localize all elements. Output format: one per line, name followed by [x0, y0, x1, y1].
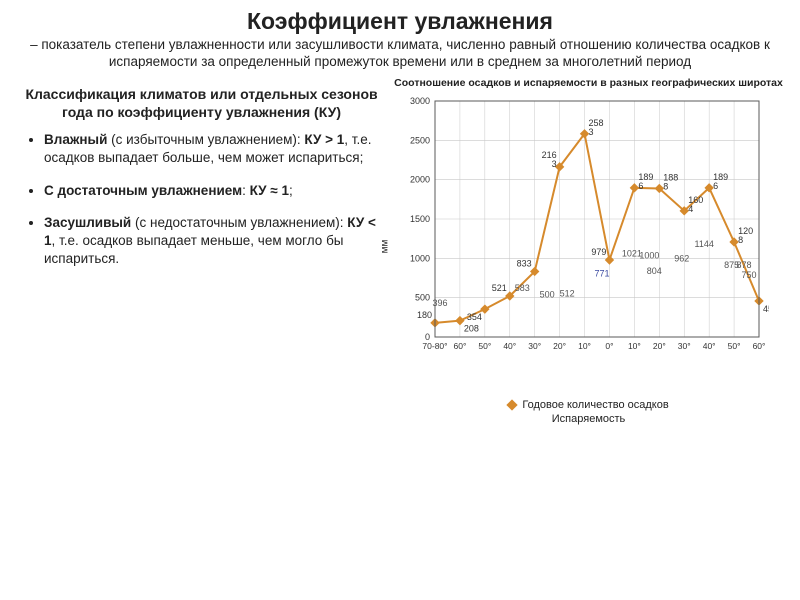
content-columns: Классификация климатов или отдельных сез… — [0, 73, 800, 426]
svg-text:50°: 50° — [728, 341, 741, 351]
svg-text:962: 962 — [674, 254, 689, 264]
svg-text:20°: 20° — [553, 341, 566, 351]
svg-text:3000: 3000 — [410, 96, 430, 106]
chart-legend: Испаряемость — [389, 413, 788, 425]
svg-text:30°: 30° — [528, 341, 541, 351]
svg-text:6: 6 — [713, 181, 718, 191]
svg-text:1000: 1000 — [639, 251, 659, 261]
svg-text:1500: 1500 — [410, 214, 430, 224]
svg-text:3: 3 — [552, 159, 557, 169]
svg-text:521: 521 — [492, 283, 507, 293]
svg-text:50°: 50° — [478, 341, 491, 351]
svg-text:2500: 2500 — [410, 136, 430, 146]
svg-text:2000: 2000 — [410, 175, 430, 185]
chart-container: мм 05001000150020002500300070-80°60°50°4… — [389, 91, 769, 401]
svg-text:833: 833 — [517, 259, 532, 269]
svg-text:500: 500 — [540, 290, 555, 300]
svg-text:3: 3 — [589, 127, 594, 137]
svg-text:40°: 40° — [703, 341, 716, 351]
left-column: Классификация климатов или отдельных сез… — [22, 77, 381, 426]
svg-text:60°: 60° — [454, 341, 467, 351]
svg-text:40°: 40° — [503, 341, 516, 351]
svg-text:70-80°: 70-80° — [422, 341, 447, 351]
svg-text:4: 4 — [688, 204, 693, 214]
chart-ylabel: мм — [380, 239, 391, 253]
svg-text:458: 458 — [763, 304, 769, 314]
svg-text:583: 583 — [515, 283, 530, 293]
svg-text:10°: 10° — [578, 341, 591, 351]
right-column: Соотношение осадков и испаряемости в раз… — [389, 77, 788, 426]
svg-text:6: 6 — [638, 181, 643, 191]
svg-text:750: 750 — [742, 270, 757, 280]
svg-text:20°: 20° — [653, 341, 666, 351]
header: Коэффициент увлажнения – показатель степ… — [0, 0, 800, 73]
svg-text:8: 8 — [738, 235, 743, 245]
svg-text:60°: 60° — [753, 341, 766, 351]
svg-text:8: 8 — [663, 182, 668, 192]
list-item: Влажный (с избыточным увлажнением): КУ >… — [44, 131, 381, 167]
svg-text:804: 804 — [647, 266, 662, 276]
svg-text:500: 500 — [415, 293, 430, 303]
chart-title: Соотношение осадков и испаряемости в раз… — [389, 77, 788, 90]
definition-text: – показатель степени увлажненности или з… — [24, 37, 776, 71]
classification-list: Влажный (с избыточным увлажнением): КУ >… — [22, 131, 381, 268]
legend-marker-icon — [507, 400, 518, 411]
svg-text:979: 979 — [591, 247, 606, 257]
list-item: Засушливый (с недостаточным увлажнением)… — [44, 214, 381, 269]
svg-text:354: 354 — [467, 312, 482, 322]
svg-text:878: 878 — [737, 260, 752, 270]
page-title: Коэффициент увлажнения — [24, 8, 776, 35]
list-item: С достаточным увлажнением: КУ ≈ 1; — [44, 182, 381, 200]
classification-heading: Классификация климатов или отдельных сез… — [22, 85, 381, 121]
svg-text:10°: 10° — [628, 341, 641, 351]
svg-text:208: 208 — [464, 324, 479, 334]
svg-text:180: 180 — [417, 310, 432, 320]
chart-svg: 05001000150020002500300070-80°60°50°40°3… — [389, 91, 769, 381]
svg-text:0°: 0° — [605, 341, 613, 351]
svg-text:512: 512 — [560, 289, 575, 299]
svg-text:30°: 30° — [678, 341, 691, 351]
svg-text:771: 771 — [595, 269, 610, 279]
svg-text:1144: 1144 — [695, 239, 714, 249]
svg-text:1000: 1000 — [410, 254, 430, 264]
